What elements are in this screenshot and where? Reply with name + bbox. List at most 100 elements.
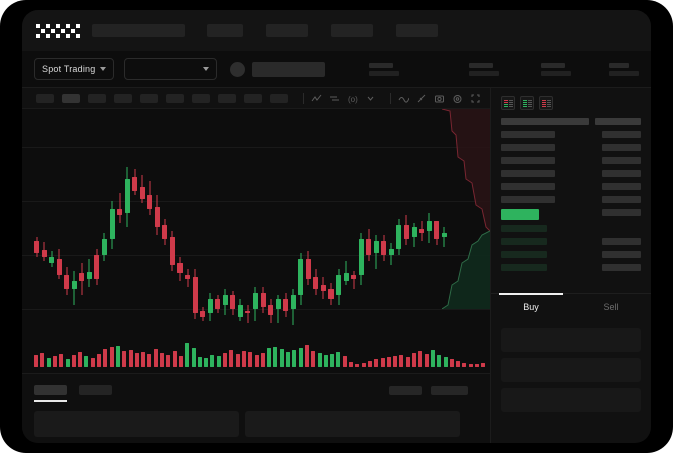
bottom-block-2[interactable] [245, 411, 460, 437]
timeframe-button-5[interactable] [140, 93, 158, 103]
timeframe-button-4[interactable] [114, 93, 132, 103]
candle [328, 109, 334, 373]
tab-buy[interactable]: Buy [491, 293, 571, 319]
nav-search-field[interactable] [92, 24, 185, 37]
orderbook-ask-amount[interactable] [602, 131, 641, 138]
orderbook-ask-amount[interactable] [595, 118, 641, 125]
bottom-action-1[interactable] [389, 386, 422, 395]
candle [358, 109, 364, 373]
volume-bar [191, 348, 196, 367]
orderbook-ask-price[interactable] [501, 131, 555, 138]
orderbook-bid-price[interactable] [501, 225, 547, 232]
orderbook-bid-amount[interactable] [602, 238, 641, 245]
settings-icon[interactable] [452, 93, 463, 104]
orderbook-rows[interactable] [491, 118, 651, 296]
timeframe-button-9[interactable] [244, 93, 262, 103]
stat-label [469, 62, 494, 68]
orderbook-ask-price[interactable] [501, 196, 555, 203]
orderbook-ask-price[interactable] [501, 157, 555, 164]
orderbook-mode-both[interactable] [501, 96, 515, 110]
orderbook-bid-amount[interactable] [602, 264, 641, 271]
nav-item-3[interactable] [331, 24, 373, 37]
timeframe-button-3[interactable] [88, 93, 106, 103]
orderbook-spread-amount[interactable] [602, 209, 641, 216]
stat-value [609, 70, 640, 76]
orderbook-bid-amount[interactable] [602, 251, 641, 258]
orderbook-ask-amount[interactable] [602, 183, 641, 190]
volume-bar [323, 355, 328, 367]
candle [396, 109, 402, 373]
measure-icon[interactable] [416, 93, 427, 104]
candle [49, 109, 55, 373]
indicator-icon[interactable] [398, 93, 409, 104]
order-amount-field[interactable] [501, 358, 641, 382]
orderbook-ask-price[interactable] [501, 144, 555, 151]
orderbook-ask-price[interactable] [501, 183, 555, 190]
orderbook-ask-amount[interactable] [602, 144, 641, 151]
tab-open-orders[interactable] [34, 385, 67, 395]
text-annotation-icon[interactable]: (o) [347, 93, 358, 104]
candle [79, 109, 85, 373]
candle [320, 109, 326, 373]
volume-bar [40, 353, 45, 367]
candle [411, 109, 417, 373]
orderbook-mode-asks[interactable] [539, 96, 553, 110]
orderbook-bid-price[interactable] [501, 251, 547, 258]
stat-block-3 [541, 62, 572, 76]
bottom-block-1[interactable] [34, 411, 239, 437]
order-total-field[interactable] [501, 388, 641, 412]
more-tools-icon[interactable] [365, 93, 376, 104]
candle [101, 109, 108, 373]
timeframe-button-8[interactable] [218, 93, 236, 103]
orderbook-mode-bids[interactable] [520, 96, 534, 110]
timeframe-button-1[interactable] [36, 93, 54, 103]
okx-logo-glyph [36, 23, 80, 38]
orderbook-ask-price[interactable] [501, 118, 589, 125]
trend-line-icon[interactable] [311, 93, 322, 104]
svg-text:(o): (o) [348, 95, 358, 104]
tab-order-history[interactable] [79, 385, 112, 395]
last-price-value [252, 61, 326, 77]
order-price-field[interactable] [501, 328, 641, 352]
fullscreen-icon[interactable] [470, 93, 481, 104]
volume-bar [229, 350, 234, 367]
bottom-action-2[interactable] [431, 386, 468, 395]
volume-bar [361, 363, 366, 367]
stat-value [369, 70, 400, 76]
pair-selector-dropdown[interactable] [124, 58, 218, 80]
volume-bar [424, 354, 429, 367]
orderbook-ask-amount[interactable] [602, 157, 641, 164]
timeframe-button-6[interactable] [166, 93, 184, 103]
orderbook-bid-price[interactable] [501, 238, 547, 245]
okx-logo[interactable] [36, 23, 80, 38]
candle [117, 109, 123, 373]
candle [373, 109, 379, 373]
camera-icon[interactable] [434, 93, 445, 104]
candle [71, 109, 77, 373]
candle [177, 109, 183, 373]
orderbook-bid-price[interactable] [501, 264, 547, 271]
orderbook-trade-panel: Buy Sell [490, 88, 651, 443]
volume-bar [279, 349, 284, 367]
orderbook-ask-price[interactable] [501, 170, 555, 177]
market-type-dropdown[interactable]: Spot Trading [34, 58, 115, 80]
timeframe-button-2[interactable] [62, 93, 80, 103]
pair-coin-icon [230, 61, 246, 77]
orderbook-ask-amount[interactable] [602, 196, 641, 203]
volume-bar [456, 361, 461, 367]
orderbook-ask-amount[interactable] [602, 170, 641, 177]
nav-item-4[interactable] [396, 24, 438, 37]
nav-item-2[interactable] [266, 24, 308, 37]
nav-item-1[interactable] [207, 24, 243, 37]
timeframe-button-7[interactable] [192, 93, 210, 103]
chart-toolbar: (o) [22, 88, 490, 109]
volume-bar [273, 347, 278, 367]
timeframe-button-10[interactable] [270, 93, 288, 103]
candle [290, 109, 296, 373]
tab-sell[interactable]: Sell [603, 301, 619, 312]
volume-bar [204, 358, 209, 367]
bottom-blocks [34, 411, 460, 437]
fib-retracement-icon[interactable] [329, 93, 340, 104]
orderbook-spread-row[interactable] [501, 209, 539, 220]
